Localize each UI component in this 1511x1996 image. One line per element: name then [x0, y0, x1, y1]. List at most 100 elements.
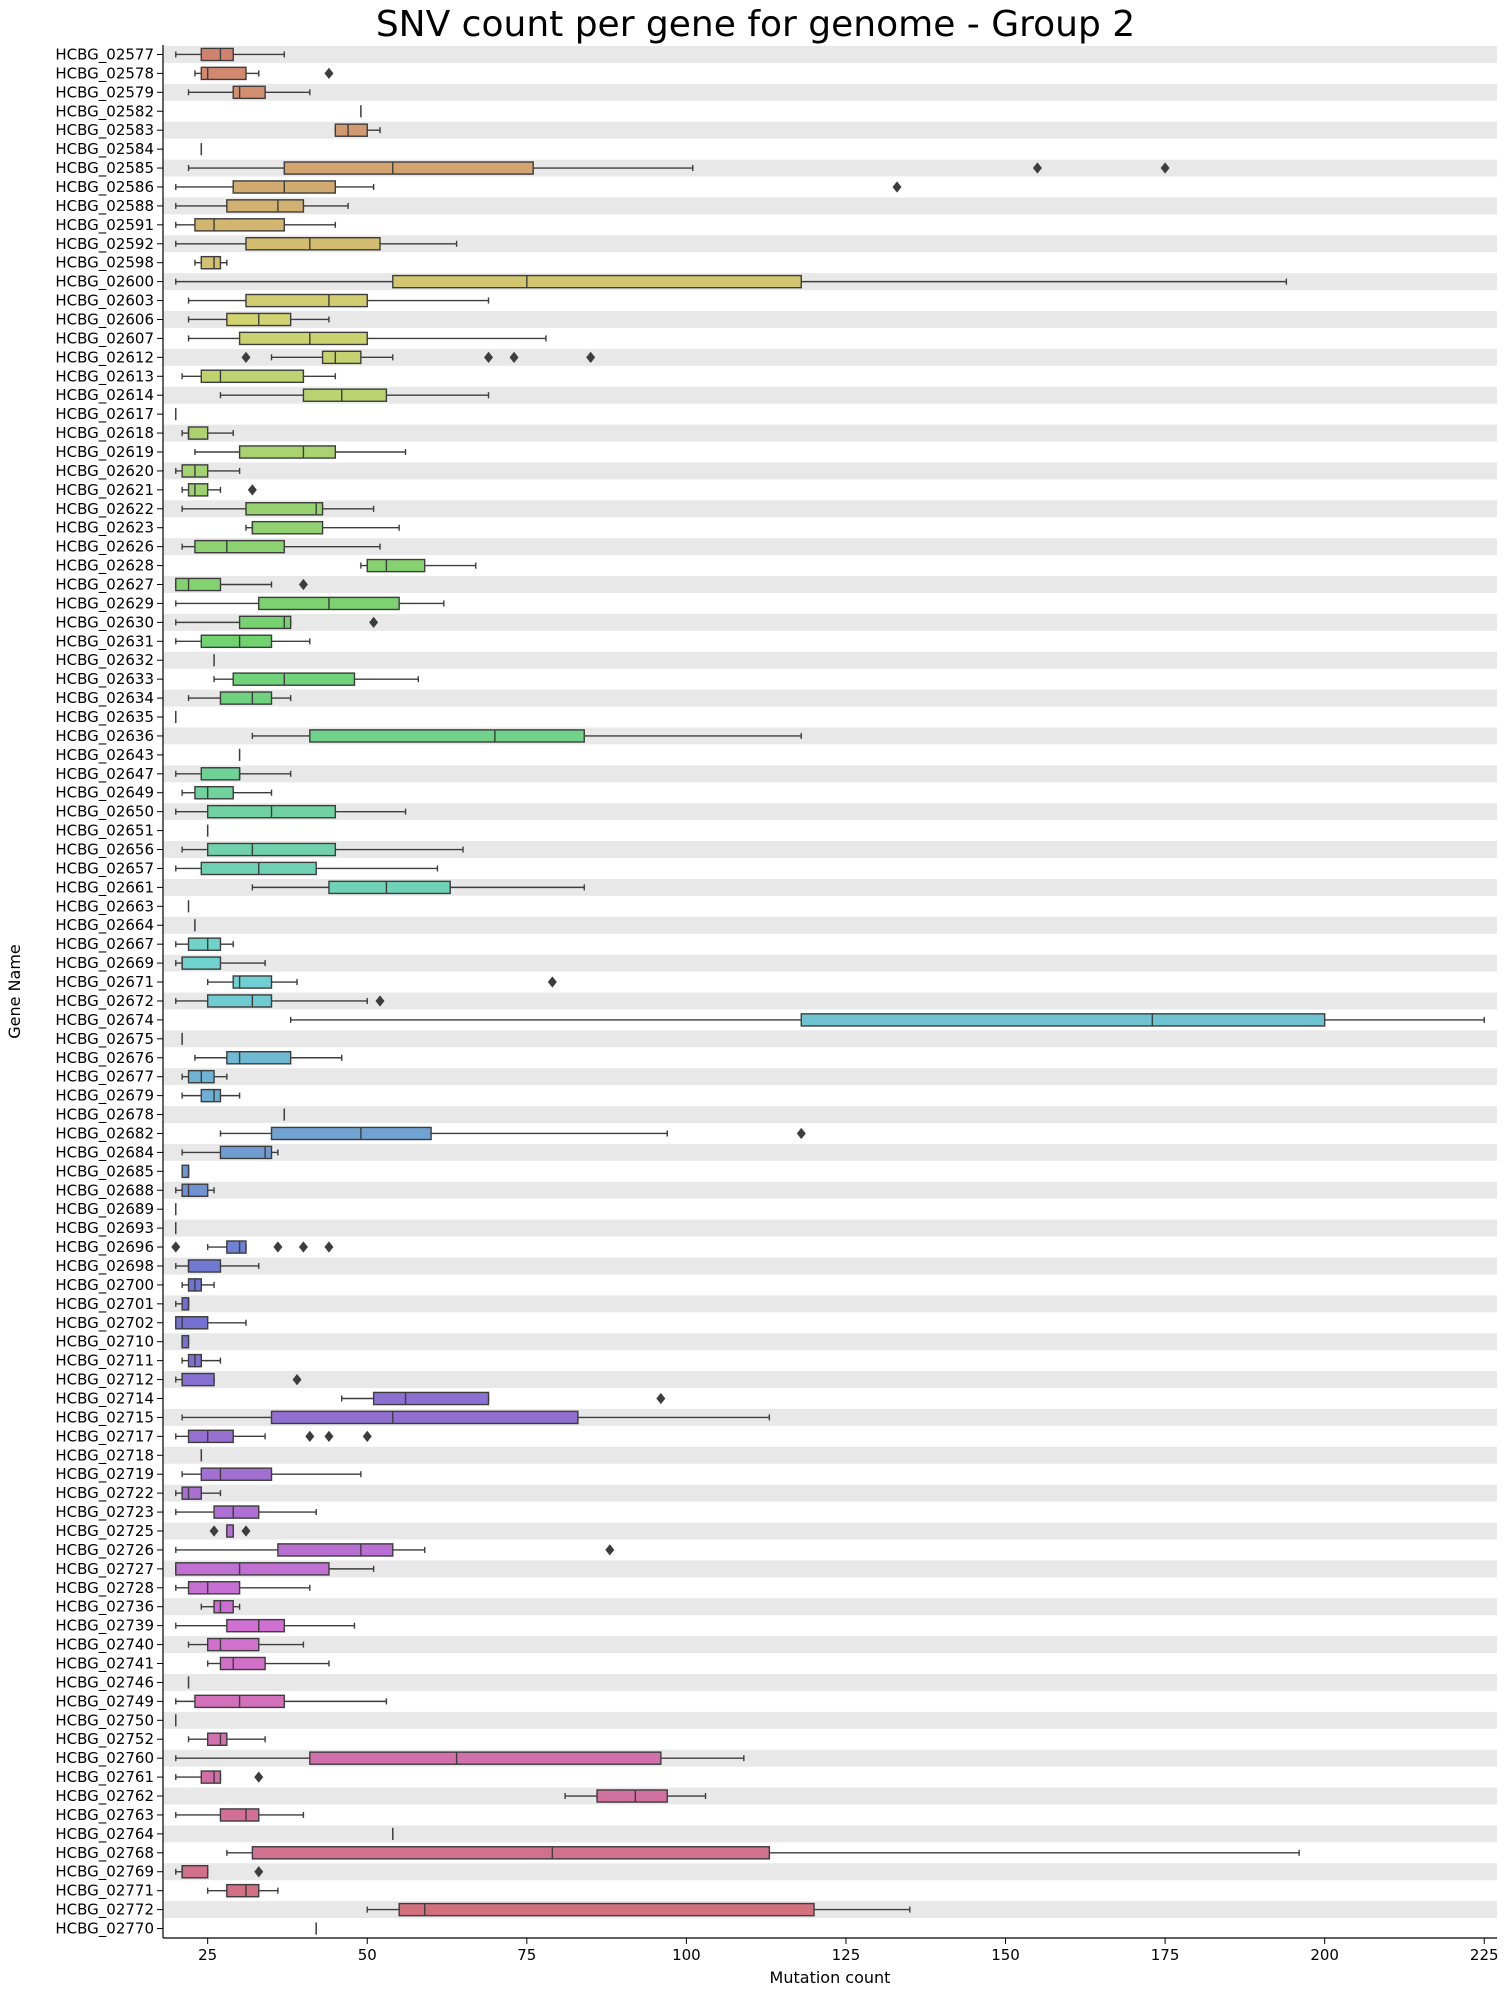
row-band — [163, 1371, 1497, 1389]
y-tick-label: HCBG_02772 — [55, 1901, 154, 1920]
box-HCBG_02607 — [187, 331, 547, 346]
row-band — [163, 1560, 1497, 1578]
box-HCBG_02727 — [175, 1562, 375, 1576]
box-HCBG_02702 — [175, 1316, 247, 1330]
outlier-point — [305, 1430, 315, 1442]
box-HCBG_02719 — [181, 1467, 362, 1481]
box-HCBG_02677 — [181, 1069, 228, 1084]
box-HCBG_02752 — [187, 1732, 266, 1746]
iqr-box — [238, 445, 337, 459]
row-band — [163, 576, 1497, 593]
row-band — [163, 1068, 1497, 1086]
iqr-box — [181, 1486, 202, 1500]
outlier-point — [254, 1866, 264, 1878]
row-band — [163, 1484, 1497, 1502]
iqr-box — [232, 975, 273, 989]
y-tick-label: HCBG_02723 — [55, 1503, 154, 1522]
box-HCBG_02636 — [251, 729, 802, 743]
y-tick-label: HCBG_02685 — [55, 1162, 154, 1181]
y-tick-label: HCBG_02586 — [55, 178, 154, 197]
x-tick-label: 150 — [991, 1946, 1020, 1964]
iqr-box — [800, 1013, 1326, 1027]
y-tick-label: HCBG_02749 — [55, 1692, 154, 1711]
iqr-box — [245, 293, 368, 308]
y-tick-label: HCBG_02677 — [55, 1068, 154, 1087]
iqr-box — [187, 1581, 241, 1595]
box-HCBG_02612 — [241, 350, 596, 365]
x-axis-label: Mutation count — [770, 1968, 891, 1987]
box-HCBG_02656 — [181, 842, 464, 857]
y-tick-label: HCBG_02627 — [55, 576, 154, 595]
box-HCBG_02631 — [175, 634, 311, 649]
y-tick-label: HCBG_02669 — [55, 954, 154, 973]
iqr-box — [187, 1259, 222, 1273]
iqr-box — [206, 1637, 260, 1652]
iqr-box — [181, 956, 222, 970]
row-band — [163, 1598, 1497, 1616]
y-tick-label: HCBG_02617 — [55, 405, 154, 424]
box-HCBG_02650 — [175, 804, 407, 819]
row-band — [163, 1219, 1497, 1237]
y-tick-label: HCBG_02622 — [55, 500, 154, 519]
y-tick-label: HCBG_02679 — [55, 1087, 154, 1106]
row-band — [163, 841, 1497, 858]
y-tick-label: HCBG_02771 — [55, 1882, 154, 1901]
box-HCBG_02725 — [209, 1524, 251, 1538]
y-tick-label: HCBG_02770 — [55, 1920, 154, 1939]
box-HCBG_02741 — [206, 1656, 330, 1671]
y-tick-label: HCBG_02651 — [55, 822, 154, 841]
y-tick-label: HCBG_02769 — [55, 1863, 154, 1882]
row-band — [163, 46, 1497, 63]
iqr-box — [181, 1334, 190, 1349]
y-tick-label: HCBG_02628 — [55, 557, 154, 576]
row-band — [163, 500, 1497, 518]
row-band — [163, 765, 1497, 783]
row-bands — [163, 46, 1497, 1919]
y-tick-label: HCBG_02675 — [55, 1030, 154, 1049]
iqr-box — [206, 1732, 228, 1746]
y-tick-label: HCBG_02768 — [55, 1844, 154, 1863]
y-tick-label: HCBG_02612 — [55, 348, 154, 367]
y-tick-label: HCBG_02688 — [55, 1181, 154, 1200]
y-axis-label: Gene Name — [5, 944, 24, 1039]
y-tick-label: HCBG_02714 — [55, 1389, 154, 1408]
box-HCBG_02623 — [245, 520, 400, 535]
row-band — [163, 235, 1497, 253]
y-tick-label: HCBG_02613 — [55, 367, 154, 386]
iqr-box — [238, 331, 368, 346]
box-HCBG_02627 — [175, 577, 308, 592]
y-tick-label: HCBG_02684 — [55, 1143, 154, 1162]
iqr-box — [219, 1145, 273, 1160]
x-tick-label: 225 — [1470, 1946, 1499, 1964]
row-band — [163, 1522, 1497, 1540]
y-tick-label: HCBG_02764 — [55, 1825, 154, 1844]
row-band — [163, 83, 1497, 101]
row-band — [163, 197, 1497, 215]
y-tick-labels: HCBG_02577HCBG_02578HCBG_02579HCBG_02582… — [55, 45, 163, 1939]
box-HCBG_02649 — [181, 785, 273, 800]
box-HCBG_02667 — [175, 937, 234, 951]
iqr-box — [321, 350, 362, 365]
box-HCBG_02626 — [181, 539, 381, 554]
y-tick-label: HCBG_02701 — [55, 1295, 154, 1314]
box-HCBG_02606 — [187, 312, 330, 327]
row-band — [163, 1636, 1497, 1654]
y-tick-label: HCBG_02722 — [55, 1484, 154, 1503]
box-HCBG_02619 — [194, 445, 407, 459]
iqr-box — [194, 785, 234, 800]
iqr-box — [213, 1599, 234, 1614]
outlier-point — [209, 1525, 219, 1537]
row-band — [163, 1673, 1497, 1691]
outlier-point — [362, 1430, 372, 1442]
y-tick-label: HCBG_02618 — [55, 424, 154, 443]
iqr-box — [200, 1770, 222, 1784]
box-HCBG_02614 — [219, 388, 490, 402]
y-tick-label: HCBG_02629 — [55, 594, 154, 613]
y-tick-label: HCBG_02649 — [55, 784, 154, 803]
y-tick-label: HCBG_02667 — [55, 935, 154, 954]
row-band — [163, 424, 1497, 442]
box-HCBG_02588 — [175, 199, 349, 213]
box-HCBG_02671 — [206, 975, 557, 989]
row-band — [163, 1030, 1497, 1048]
outlier-point — [247, 484, 257, 496]
